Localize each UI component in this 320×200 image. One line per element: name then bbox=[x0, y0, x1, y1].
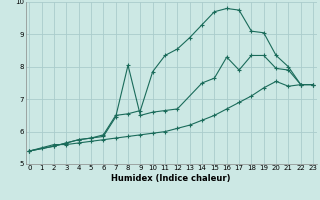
X-axis label: Humidex (Indice chaleur): Humidex (Indice chaleur) bbox=[111, 174, 231, 183]
